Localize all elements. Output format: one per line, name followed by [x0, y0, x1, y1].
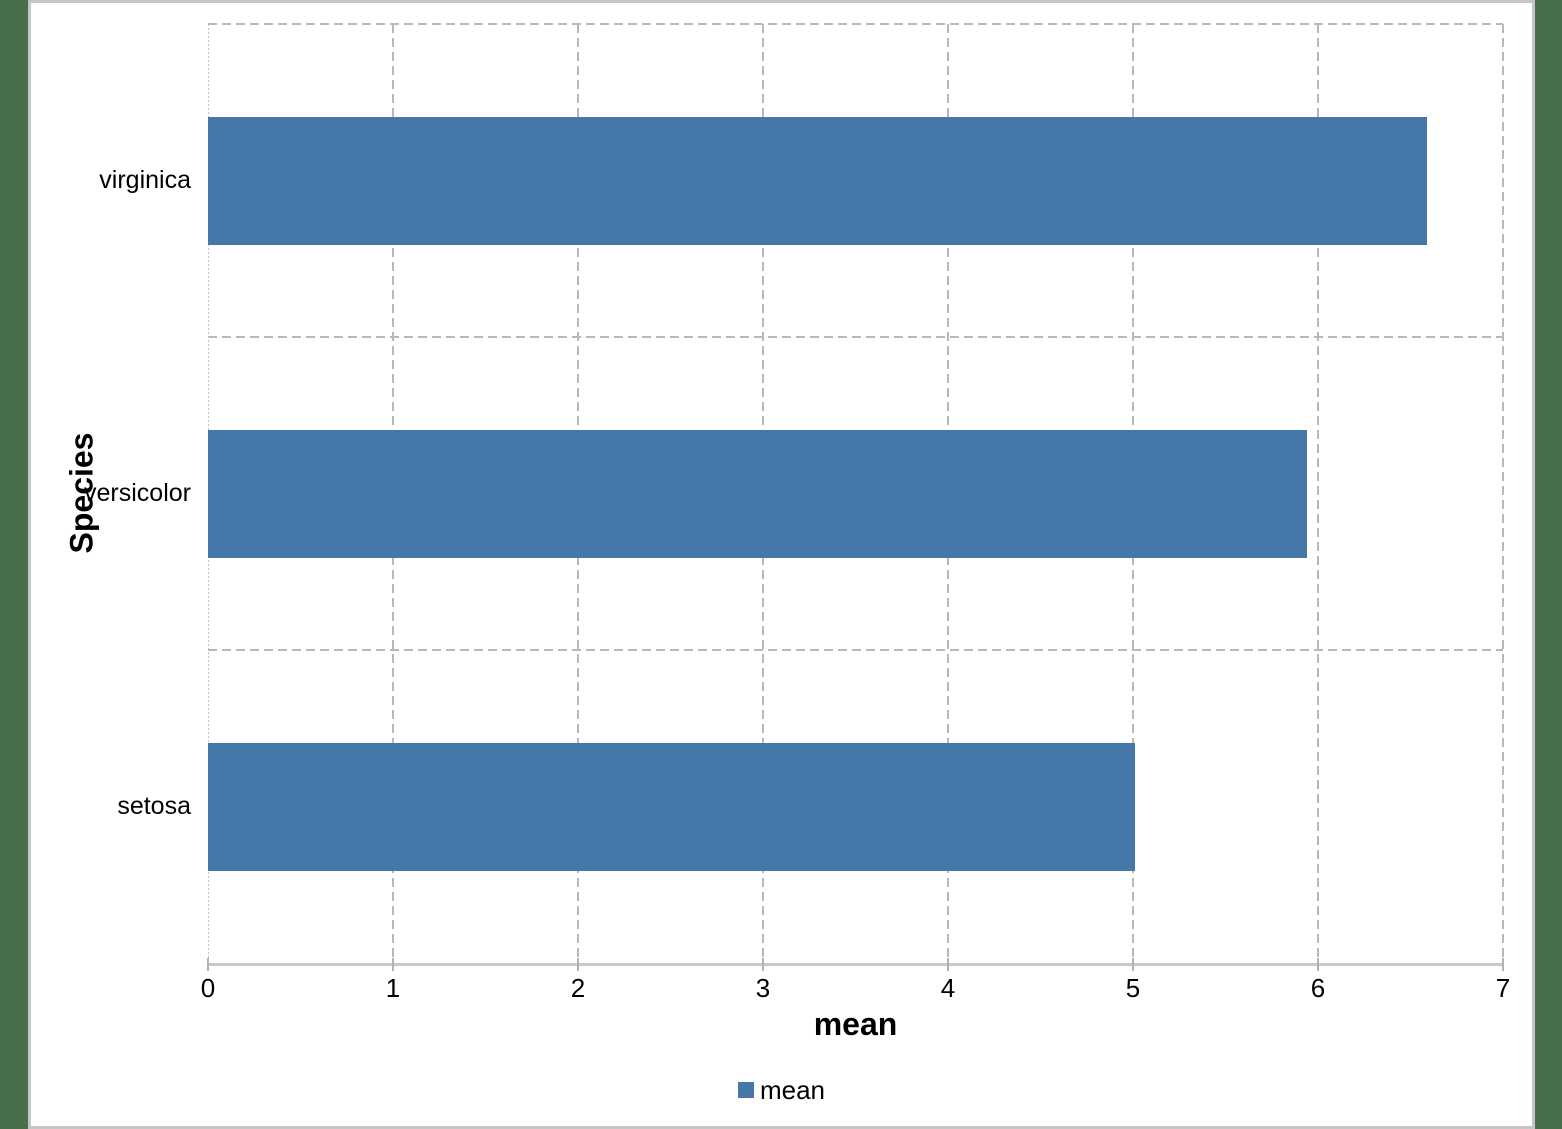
bar-virginica [208, 116, 1428, 245]
x-tick-label-0: 0 [200, 973, 216, 1003]
x-axis-title: mean [813, 1006, 898, 1042]
x-tick-label-6: 6 [1310, 973, 1326, 1003]
x-axis: 0 1 2 3 4 5 6 7 [201, 958, 1510, 1013]
x-tick-mark-0 [207, 958, 209, 971]
gridline-vertical-6 [1317, 24, 1319, 963]
x-tick-label-7: 7 [1495, 973, 1511, 1003]
bar-row-setosa [208, 650, 1503, 963]
bar-row-versicolor [208, 337, 1503, 650]
legend-label: mean [759, 1075, 826, 1105]
x-tick-label-4: 4 [940, 973, 956, 1003]
legend-swatch [737, 1082, 754, 1098]
x-tick-label-1: 1 [385, 973, 401, 1003]
bar-setosa [208, 742, 1135, 871]
gridline-vertical-7 [1502, 24, 1504, 963]
x-tick-mark-5 [1132, 958, 1134, 971]
gridline-horizontal-0 [208, 23, 1503, 25]
x-tick-mark-4 [947, 958, 949, 971]
x-tick-mark-6 [1317, 958, 1319, 971]
y-axis-category-labels: virginica versicolor setosa [31, 24, 191, 963]
plot-area [208, 23, 1504, 966]
bar-row-virginica [208, 24, 1503, 337]
x-tick-label-2: 2 [570, 973, 586, 1003]
x-tick-mark-2 [577, 958, 579, 971]
gridline-horizontal-1 [208, 335, 1503, 338]
category-label-versicolor: versicolor [84, 479, 191, 507]
x-tick-mark-3 [762, 958, 764, 971]
legend: mean [28, 1077, 1535, 1103]
x-tick-label-3: 3 [755, 973, 771, 1003]
x-tick-label-5: 5 [1125, 973, 1141, 1003]
gridline-horizontal-2 [208, 648, 1503, 651]
x-tick-mark-1 [392, 958, 394, 971]
category-label-setosa: setosa [117, 792, 191, 820]
x-tick-mark-7 [1502, 958, 1504, 971]
category-label-virginica: virginica [99, 166, 191, 194]
bar-versicolor [208, 429, 1307, 558]
